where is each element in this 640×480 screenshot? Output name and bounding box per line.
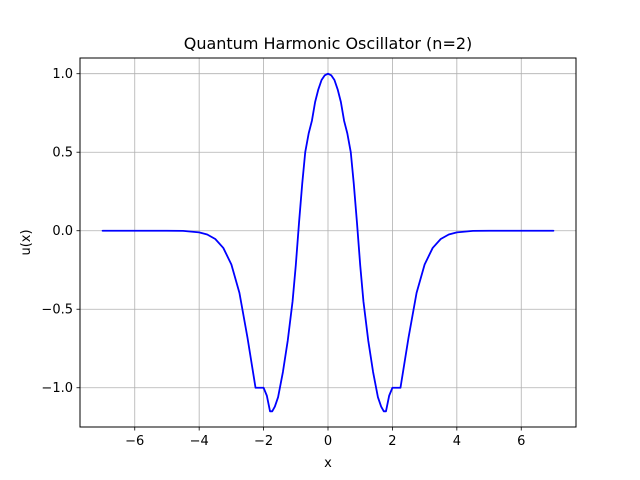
- x-tick-label: −2: [254, 434, 273, 449]
- series-line: [101, 72, 555, 413]
- x-tick-label: 0: [324, 434, 332, 449]
- y-tick-label: 0.5: [52, 146, 73, 161]
- chart-title: Quantum Harmonic Oscillator (n=2): [184, 34, 473, 53]
- x-tick-label: 2: [388, 434, 396, 449]
- y-tick-label: −0.5: [41, 303, 73, 318]
- x-tick-label: −4: [190, 434, 209, 449]
- line-layer: [101, 72, 555, 413]
- y-tick-label: 1.0: [52, 67, 73, 82]
- y-tick-label: −1.0: [41, 381, 73, 396]
- x-tick-label: −6: [125, 434, 144, 449]
- x-tick-label: 6: [517, 434, 525, 449]
- y-axis-label: u(x): [19, 229, 34, 255]
- y-tick-label: 0.0: [52, 224, 73, 239]
- x-axis-label: x: [324, 456, 332, 471]
- tick-layer: −6 −4 −2 0 2 4 6 −1.0 −0.5 0.0 0.5 1.0: [41, 67, 525, 449]
- x-tick-label: 4: [453, 434, 461, 449]
